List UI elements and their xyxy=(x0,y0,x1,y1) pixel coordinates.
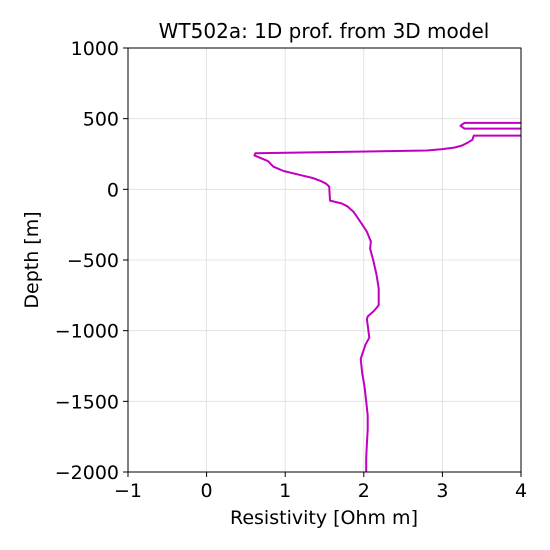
x-tick-label: 1 xyxy=(279,480,291,502)
resistivity-profile-line-1 xyxy=(459,121,521,130)
y-axis-label: Depth [m] xyxy=(21,211,43,308)
x-tick-label: 4 xyxy=(515,480,527,502)
chart-title: WT502a: 1D prof. from 3D model xyxy=(159,19,490,43)
y-tick-label: −1500 xyxy=(55,391,119,413)
y-tick-label: −500 xyxy=(67,250,119,272)
y-tick-label: −1000 xyxy=(55,321,119,343)
y-tick-label: 0 xyxy=(107,179,119,201)
ticks: −1 0 1 2 3 4 1000 500 0 −500 −1000 −1500 −2000 xyxy=(55,38,527,502)
y-tick-label: 500 xyxy=(83,109,119,131)
y-tick-label: −2000 xyxy=(55,462,119,484)
x-axis-label: Resistivity [Ohm m] xyxy=(230,507,418,529)
series-layer xyxy=(253,121,521,472)
x-tick-label: −1 xyxy=(114,480,142,502)
x-tick-label: 3 xyxy=(436,480,448,502)
x-tick-label: 0 xyxy=(201,480,213,502)
grid xyxy=(127,47,522,473)
y-tick-label: 1000 xyxy=(71,38,119,60)
resistivity-profile-line-0 xyxy=(253,134,521,472)
x-tick-label: 2 xyxy=(358,480,370,502)
